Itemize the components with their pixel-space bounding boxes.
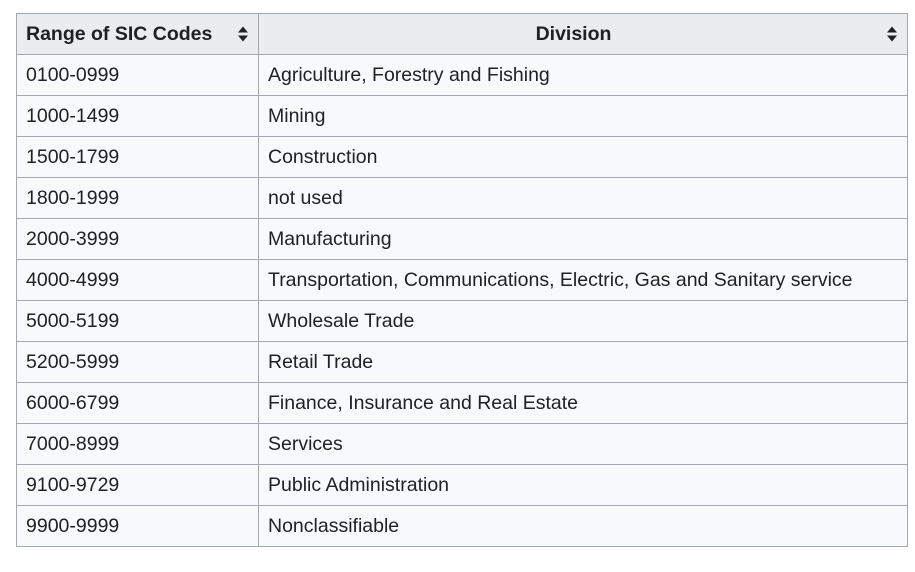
sic-range-cell: 2000-3999 — [16, 218, 259, 260]
sic-range-cell: 5000-5199 — [16, 300, 259, 342]
sic-range-cell: 5200-5999 — [16, 341, 259, 383]
division-cell: Finance, Insurance and Real Estate — [258, 382, 908, 424]
table-row: 5200-5999 Retail Trade — [16, 341, 908, 383]
sic-range-cell: 9100-9729 — [16, 464, 259, 506]
division-cell: Agriculture, Forestry and Fishing — [258, 54, 908, 96]
sic-range-cell: 7000-8999 — [16, 423, 259, 465]
sort-up-down-icon[interactable] — [887, 26, 897, 42]
sic-range-cell: 1500-1799 — [16, 136, 259, 178]
table-row: 1500-1799 Construction — [16, 136, 908, 178]
division-cell: Retail Trade — [258, 341, 908, 383]
table-row: 0100-0999 Agriculture, Forestry and Fish… — [16, 54, 908, 96]
sic-range-cell: 6000-6799 — [16, 382, 259, 424]
column-header-range-label: Range of SIC Codes — [26, 22, 213, 45]
division-cell: Construction — [258, 136, 908, 178]
column-header-range[interactable]: Range of SIC Codes — [16, 13, 259, 55]
table-row: 1800-1999 not used — [16, 177, 908, 219]
sic-codes-table: Range of SIC Codes Division — [16, 13, 908, 547]
table-row: 4000-4999 Transportation, Communications… — [16, 259, 908, 301]
sic-range-cell: 9900-9999 — [16, 505, 259, 547]
table-header-row: Range of SIC Codes Division — [16, 13, 908, 55]
sic-range-cell: 0100-0999 — [16, 54, 259, 96]
table-row: 7000-8999 Services — [16, 423, 908, 465]
table-row: 9100-9729 Public Administration — [16, 464, 908, 506]
sic-codes-table-container: Range of SIC Codes Division — [16, 13, 908, 547]
sic-range-cell: 1800-1999 — [16, 177, 259, 219]
table-row: 5000-5199 Wholesale Trade — [16, 300, 908, 342]
division-cell: Nonclassifiable — [258, 505, 908, 547]
division-cell: Transportation, Communications, Electric… — [258, 259, 908, 301]
table-row: 1000-1499 Mining — [16, 95, 908, 137]
sic-range-cell: 4000-4999 — [16, 259, 259, 301]
sic-range-cell: 1000-1499 — [16, 95, 259, 137]
table-row: 6000-6799 Finance, Insurance and Real Es… — [16, 382, 908, 424]
table-row: 9900-9999 Nonclassifiable — [16, 505, 908, 547]
column-header-division[interactable]: Division — [258, 13, 908, 55]
division-cell: Services — [258, 423, 908, 465]
column-header-division-label: Division — [535, 22, 612, 45]
division-cell: Wholesale Trade — [258, 300, 908, 342]
sort-up-down-icon[interactable] — [238, 26, 248, 42]
table-row: 2000-3999 Manufacturing — [16, 218, 908, 260]
division-cell: Manufacturing — [258, 218, 908, 260]
division-cell: Public Administration — [258, 464, 908, 506]
division-cell: Mining — [258, 95, 908, 137]
division-cell: not used — [258, 177, 908, 219]
